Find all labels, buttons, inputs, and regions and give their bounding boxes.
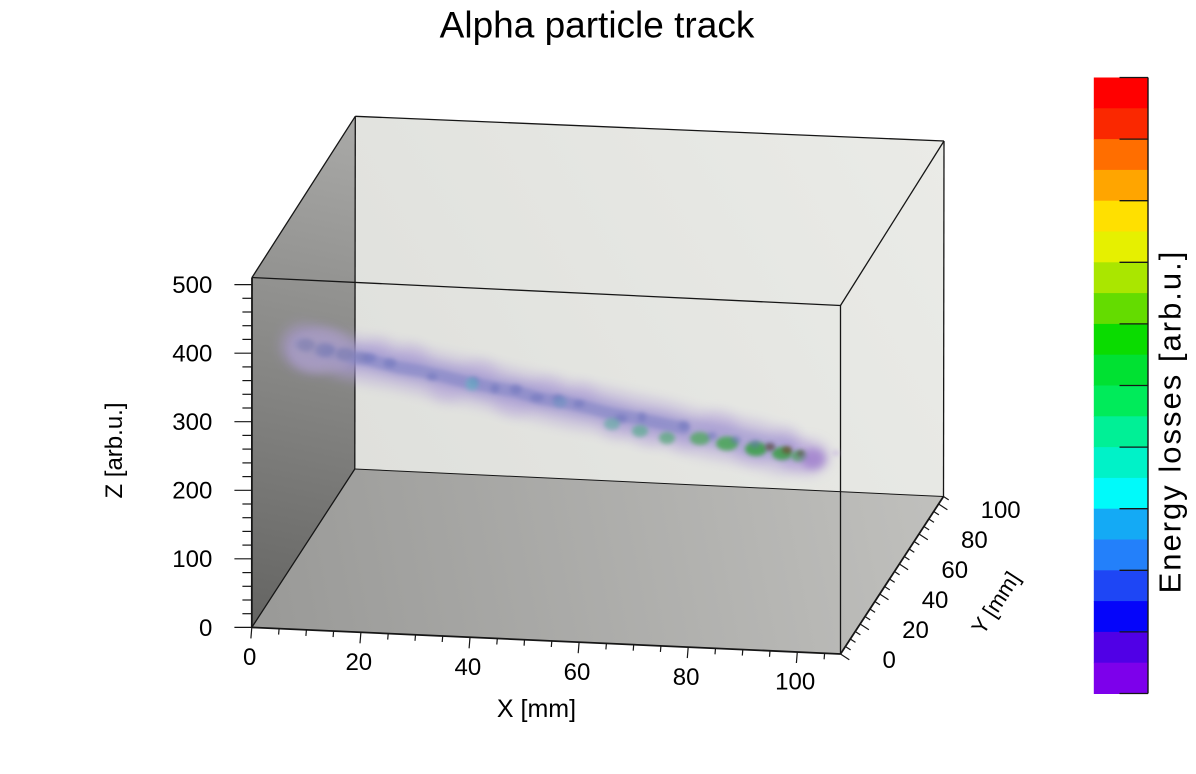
svg-text:80: 80 bbox=[673, 664, 700, 691]
svg-text:400: 400 bbox=[172, 341, 212, 368]
svg-text:80: 80 bbox=[961, 527, 988, 554]
svg-text:Z [arb.u.]: Z [arb.u.] bbox=[101, 402, 128, 498]
svg-text:20: 20 bbox=[345, 649, 372, 676]
svg-text:300: 300 bbox=[172, 409, 212, 436]
svg-text:60: 60 bbox=[941, 557, 968, 584]
svg-text:500: 500 bbox=[172, 272, 212, 299]
svg-text:0: 0 bbox=[199, 615, 212, 642]
svg-text:100: 100 bbox=[775, 669, 815, 696]
svg-text:Energy losses [arb.u.]: Energy losses [arb.u.] bbox=[1153, 250, 1188, 594]
svg-text:200: 200 bbox=[172, 478, 212, 505]
svg-text:40: 40 bbox=[455, 654, 482, 681]
svg-text:0: 0 bbox=[883, 647, 896, 674]
svg-text:100: 100 bbox=[981, 497, 1021, 524]
svg-text:60: 60 bbox=[564, 659, 591, 686]
svg-text:40: 40 bbox=[922, 587, 949, 614]
svg-text:100: 100 bbox=[172, 546, 212, 573]
svg-text:20: 20 bbox=[902, 617, 929, 644]
svg-text:X [mm]: X [mm] bbox=[497, 695, 576, 723]
svg-text:Alpha particle track: Alpha particle track bbox=[440, 5, 755, 46]
svg-text:0: 0 bbox=[243, 644, 256, 671]
